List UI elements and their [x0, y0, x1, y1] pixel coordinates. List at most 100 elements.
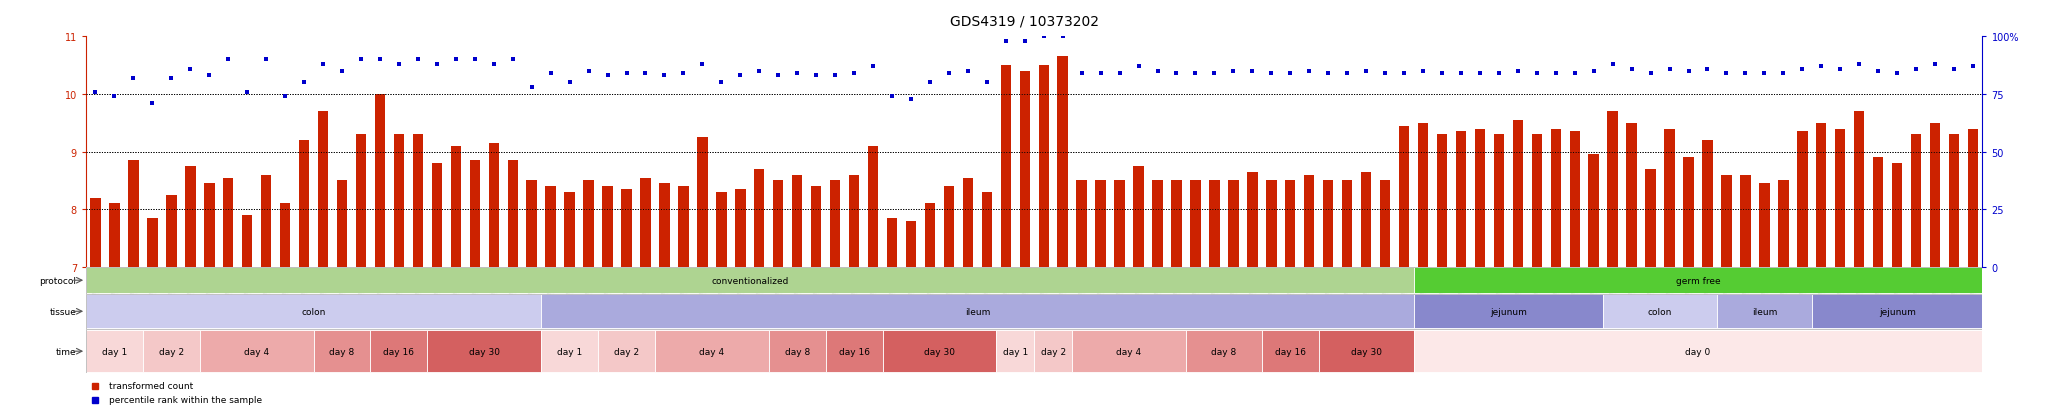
Point — [135, 101, 168, 107]
Point — [1577, 69, 1610, 75]
Bar — [1892, 164, 1903, 267]
FancyBboxPatch shape — [86, 330, 143, 373]
Text: percentile rank within the sample: percentile rank within the sample — [109, 396, 262, 404]
Bar — [1438, 135, 1448, 267]
Point — [1313, 71, 1346, 77]
Point — [1389, 71, 1421, 77]
Point — [592, 73, 625, 80]
Bar — [1362, 172, 1372, 267]
Bar — [317, 112, 328, 267]
FancyBboxPatch shape — [1604, 294, 1716, 328]
Point — [1559, 71, 1591, 77]
Bar — [242, 216, 252, 267]
Bar — [793, 175, 803, 267]
Point — [895, 96, 928, 102]
Bar — [1229, 181, 1239, 267]
Point — [705, 80, 737, 86]
Point — [1008, 38, 1040, 45]
Point — [516, 85, 549, 91]
Bar — [356, 135, 367, 267]
Bar — [602, 187, 612, 267]
Bar — [1778, 181, 1788, 267]
Point — [1159, 71, 1192, 77]
Bar — [336, 181, 348, 267]
Point — [780, 71, 813, 77]
Text: day 16: day 16 — [838, 347, 870, 356]
Point — [629, 71, 662, 77]
Point — [571, 69, 604, 75]
Point — [459, 57, 492, 64]
FancyBboxPatch shape — [541, 294, 1413, 328]
Text: day 2: day 2 — [160, 347, 184, 356]
Bar — [1020, 72, 1030, 267]
Bar — [1759, 184, 1769, 267]
Text: ileum: ileum — [1751, 307, 1778, 316]
Point — [1767, 71, 1800, 77]
Point — [1217, 69, 1249, 75]
Point — [98, 94, 131, 100]
Point — [1028, 34, 1061, 40]
Text: day 1: day 1 — [1004, 347, 1028, 356]
Bar — [1665, 129, 1675, 267]
Point — [1368, 71, 1401, 77]
Bar — [451, 147, 461, 267]
Bar — [1929, 123, 1939, 267]
Bar — [1475, 129, 1485, 267]
Point — [989, 38, 1022, 45]
Point — [250, 57, 283, 64]
Bar — [1323, 181, 1333, 267]
Bar — [659, 184, 670, 267]
Point — [326, 69, 358, 75]
Bar — [621, 190, 631, 267]
Point — [610, 71, 643, 77]
Bar — [1153, 181, 1163, 267]
Bar — [905, 221, 915, 267]
Text: day 4: day 4 — [698, 347, 725, 356]
Point — [913, 80, 946, 86]
Point — [1198, 71, 1231, 77]
Point — [971, 80, 1004, 86]
Bar — [299, 141, 309, 267]
Bar — [205, 184, 215, 267]
Point — [856, 64, 889, 70]
Point — [1483, 71, 1516, 77]
FancyBboxPatch shape — [598, 330, 655, 373]
Bar — [981, 192, 991, 267]
Bar — [1968, 129, 1978, 267]
FancyBboxPatch shape — [1262, 330, 1319, 373]
Bar — [1077, 181, 1087, 267]
Point — [307, 62, 340, 68]
Text: day 16: day 16 — [1274, 347, 1307, 356]
Point — [553, 80, 586, 86]
Text: day 8: day 8 — [1210, 347, 1237, 356]
Bar — [926, 204, 936, 267]
Bar — [1247, 172, 1257, 267]
FancyBboxPatch shape — [313, 330, 371, 373]
FancyBboxPatch shape — [143, 330, 201, 373]
Bar — [1456, 132, 1466, 267]
Point — [344, 57, 377, 64]
Bar — [109, 204, 119, 267]
Text: day 8: day 8 — [330, 347, 354, 356]
Point — [1104, 71, 1137, 77]
Bar — [1608, 112, 1618, 267]
Text: day 16: day 16 — [383, 347, 414, 356]
Bar — [565, 192, 575, 267]
Bar — [1513, 121, 1524, 267]
Bar — [641, 178, 651, 267]
Text: jejunum: jejunum — [1489, 307, 1528, 316]
Point — [1444, 71, 1477, 77]
Bar — [963, 178, 973, 267]
Bar — [1796, 132, 1808, 267]
Bar — [1817, 123, 1827, 267]
Text: protocol: protocol — [39, 276, 76, 285]
Text: day 2: day 2 — [614, 347, 639, 356]
Text: time: time — [55, 347, 76, 356]
Bar — [1589, 155, 1599, 267]
FancyBboxPatch shape — [1413, 330, 1982, 373]
Point — [156, 75, 188, 82]
Text: day 1: day 1 — [557, 347, 582, 356]
Bar — [1266, 181, 1276, 267]
Bar — [375, 95, 385, 267]
Bar — [1208, 181, 1221, 267]
